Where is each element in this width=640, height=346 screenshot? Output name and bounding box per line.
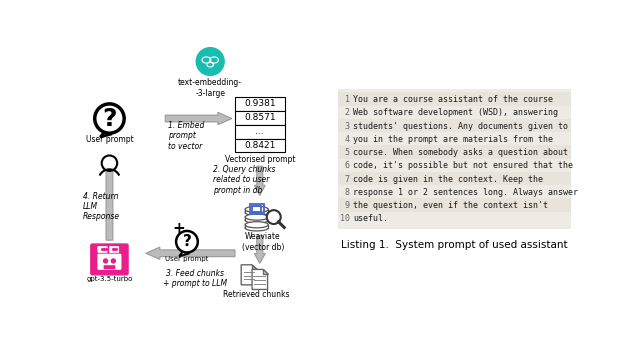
Text: response 1 or 2 sentences long. Always answer: response 1 or 2 sentences long. Always a… — [353, 188, 578, 197]
Text: useful.: useful. — [353, 215, 388, 224]
Text: code is given in the context. Keep the: code is given in the context. Keep the — [353, 175, 543, 184]
FancyBboxPatch shape — [235, 97, 285, 111]
FancyBboxPatch shape — [338, 172, 571, 185]
Text: 3: 3 — [345, 122, 349, 131]
Text: students' questions. Any documents given to: students' questions. Any documents given… — [353, 122, 568, 131]
FancyBboxPatch shape — [338, 158, 571, 172]
Text: 2: 2 — [345, 109, 349, 118]
Text: you in the prompt are materials from the: you in the prompt are materials from the — [353, 135, 553, 144]
Circle shape — [102, 155, 117, 171]
Text: 5: 5 — [345, 148, 349, 157]
FancyBboxPatch shape — [104, 265, 115, 269]
FancyBboxPatch shape — [109, 246, 119, 253]
Polygon shape — [254, 166, 265, 195]
FancyBboxPatch shape — [338, 132, 571, 145]
Text: Listing 1.  System prompt of used assistant: Listing 1. System prompt of used assista… — [341, 240, 568, 250]
Ellipse shape — [245, 222, 268, 228]
Text: 6: 6 — [345, 162, 349, 171]
Ellipse shape — [245, 217, 268, 223]
Text: Vectorised prompt: Vectorised prompt — [225, 155, 295, 164]
Text: 8: 8 — [345, 188, 349, 197]
Text: ...: ... — [255, 127, 264, 136]
Text: 9: 9 — [345, 201, 349, 210]
FancyBboxPatch shape — [235, 125, 285, 138]
Text: 4: 4 — [345, 135, 349, 144]
Polygon shape — [179, 250, 189, 256]
Text: ?: ? — [182, 234, 191, 249]
Ellipse shape — [245, 225, 268, 231]
FancyBboxPatch shape — [91, 244, 128, 275]
Text: text-embedding-
-3-large: text-embedding- -3-large — [178, 79, 242, 98]
Ellipse shape — [245, 214, 268, 220]
FancyBboxPatch shape — [338, 185, 571, 198]
FancyBboxPatch shape — [338, 106, 571, 119]
Text: 7: 7 — [345, 175, 349, 184]
FancyBboxPatch shape — [98, 254, 121, 270]
Circle shape — [95, 104, 124, 133]
Text: 0.9381: 0.9381 — [244, 99, 276, 108]
Polygon shape — [252, 270, 268, 290]
Text: gpt-3.5-turbo: gpt-3.5-turbo — [86, 276, 132, 282]
Polygon shape — [254, 236, 265, 263]
Polygon shape — [245, 225, 268, 228]
Text: 1. Embed
prompt
to vector: 1. Embed prompt to vector — [168, 121, 204, 151]
Circle shape — [176, 231, 198, 253]
Circle shape — [267, 210, 281, 224]
Text: You are a course assistant of the course: You are a course assistant of the course — [353, 95, 553, 104]
FancyBboxPatch shape — [98, 246, 107, 253]
Text: Web software development (WSD), answering: Web software development (WSD), answerin… — [353, 109, 558, 118]
FancyBboxPatch shape — [235, 138, 285, 152]
Polygon shape — [245, 217, 268, 220]
Text: User prompt: User prompt — [86, 136, 133, 145]
Polygon shape — [165, 112, 232, 125]
Polygon shape — [100, 131, 112, 137]
Text: User prompt: User prompt — [165, 256, 209, 262]
FancyBboxPatch shape — [338, 119, 571, 132]
Text: ?: ? — [102, 107, 116, 130]
FancyBboxPatch shape — [338, 145, 571, 158]
Circle shape — [196, 48, 224, 75]
Polygon shape — [252, 265, 257, 270]
FancyBboxPatch shape — [338, 89, 571, 229]
Circle shape — [103, 258, 108, 264]
FancyBboxPatch shape — [235, 111, 285, 125]
FancyBboxPatch shape — [338, 211, 571, 225]
FancyBboxPatch shape — [338, 92, 571, 106]
Text: 10: 10 — [340, 215, 349, 224]
Polygon shape — [103, 155, 116, 240]
Polygon shape — [146, 247, 235, 260]
Text: the question, even if the context isn't: the question, even if the context isn't — [353, 201, 548, 210]
Text: 0.8421: 0.8421 — [244, 141, 275, 150]
Ellipse shape — [245, 209, 268, 216]
Text: 3. Feed chunks
+ prompt to LLM: 3. Feed chunks + prompt to LLM — [163, 269, 227, 288]
Text: Retrieved chunks: Retrieved chunks — [223, 290, 290, 299]
Polygon shape — [263, 270, 268, 274]
Text: 1: 1 — [345, 95, 349, 104]
Text: code, it's possible but not ensured that the: code, it's possible but not ensured that… — [353, 162, 573, 171]
Text: +: + — [172, 221, 185, 236]
Text: Weaviate
(vector db): Weaviate (vector db) — [242, 233, 284, 252]
Text: 0.8571: 0.8571 — [244, 113, 276, 122]
Text: 2. Query chunks
related to user
prompt in db: 2. Query chunks related to user prompt i… — [213, 165, 276, 194]
Circle shape — [111, 258, 116, 264]
Polygon shape — [241, 265, 257, 285]
Text: course. When somebody asks a question about: course. When somebody asks a question ab… — [353, 148, 568, 157]
FancyBboxPatch shape — [338, 198, 571, 211]
Polygon shape — [245, 209, 268, 212]
Ellipse shape — [245, 206, 268, 212]
Text: 4. Return
LLM
Response: 4. Return LLM Response — [83, 192, 120, 221]
